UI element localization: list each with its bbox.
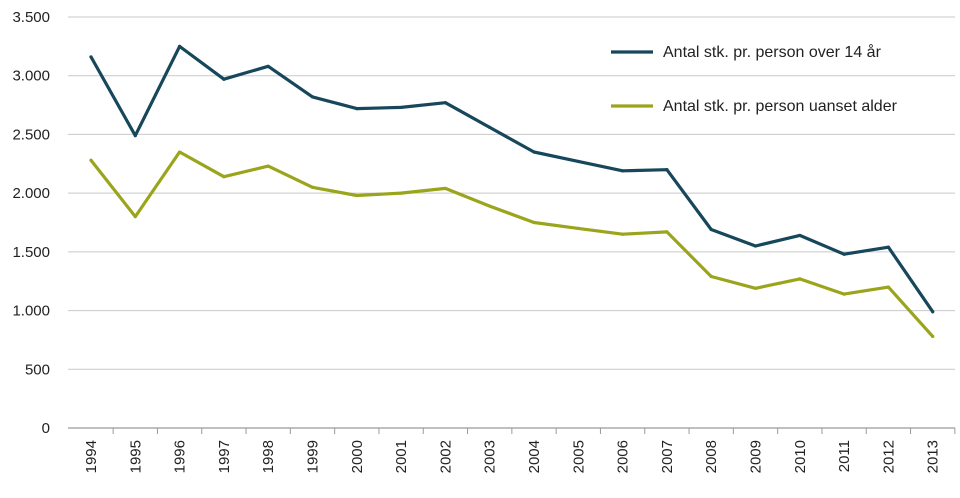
data-point xyxy=(488,204,492,208)
x-tick-label: 2004 xyxy=(526,440,543,473)
x-tick-label: 2012 xyxy=(880,440,897,473)
data-point xyxy=(355,193,359,198)
data-point xyxy=(576,159,580,164)
y-tick-label: 500 xyxy=(25,361,50,378)
x-tick-label: 2003 xyxy=(482,440,499,473)
series-line-1 xyxy=(89,44,935,314)
data-point xyxy=(266,164,270,168)
data-point xyxy=(665,230,669,234)
y-tick-label: 1.500 xyxy=(12,244,50,261)
legend: Antal stk. pr. person over 14 år Antal st… xyxy=(611,43,898,115)
x-tick-label: 2008 xyxy=(703,440,720,473)
x-tick-label: 1999 xyxy=(305,440,322,473)
data-point xyxy=(753,244,758,248)
data-point xyxy=(310,95,315,99)
x-tick-label: 2002 xyxy=(437,440,454,473)
data-point xyxy=(443,101,447,105)
data-point xyxy=(89,158,93,162)
x-tick-label: 2007 xyxy=(659,440,676,473)
data-point xyxy=(399,191,403,195)
y-tick-label: 2.500 xyxy=(12,126,50,143)
x-tick-label: 2011 xyxy=(836,440,853,472)
data-point xyxy=(709,274,713,279)
data-point xyxy=(886,285,891,289)
data-point xyxy=(89,55,93,59)
y-tick-label: 1.000 xyxy=(12,303,50,320)
data-point xyxy=(576,226,580,230)
data-point xyxy=(310,185,315,189)
series-line-2 xyxy=(89,150,935,338)
x-tick-label: 1997 xyxy=(216,440,233,473)
data-point xyxy=(266,64,270,68)
x-tick-label: 1995 xyxy=(127,440,144,473)
data-point xyxy=(178,44,182,48)
data-point xyxy=(133,134,137,138)
data-point xyxy=(842,252,846,256)
data-point xyxy=(133,215,137,219)
series-layer xyxy=(89,44,935,339)
data-point xyxy=(355,106,359,111)
data-point xyxy=(222,175,226,179)
x-tick-label: 2001 xyxy=(393,440,410,473)
data-point xyxy=(842,292,846,296)
grid-layer xyxy=(68,16,955,429)
data-point xyxy=(399,105,403,110)
data-point xyxy=(532,220,536,225)
data-point xyxy=(665,168,669,172)
x-tick-label: 1996 xyxy=(172,440,189,473)
data-point xyxy=(222,77,226,81)
x-tick-label: 1994 xyxy=(83,440,100,473)
data-point xyxy=(178,150,182,154)
data-point xyxy=(798,233,802,238)
x-tick-label: 2009 xyxy=(748,440,765,473)
y-axis-ticks: 0 500 1.000 1.500 2.000 2.500 3.000 3.500 xyxy=(12,9,50,437)
x-tick-label: 2013 xyxy=(925,440,942,473)
legend-label: Antal stk. pr. person uanset alder xyxy=(663,98,898,115)
data-point xyxy=(709,227,713,232)
y-tick-label: 0 xyxy=(42,420,50,437)
data-point xyxy=(443,186,447,191)
data-point xyxy=(931,310,935,314)
x-tick-label: 2006 xyxy=(615,440,632,473)
data-point xyxy=(886,245,891,249)
data-point xyxy=(621,232,625,236)
data-point xyxy=(753,286,758,290)
data-point xyxy=(798,277,802,281)
y-tick-label: 3.500 xyxy=(12,9,50,26)
x-tick-label: 2000 xyxy=(349,440,366,473)
x-tick-label: 1998 xyxy=(260,440,277,473)
x-tick-label: 2010 xyxy=(792,440,809,473)
legend-label: Antal stk. pr. person over 14 år xyxy=(663,43,882,61)
y-tick-label: 3.000 xyxy=(12,68,50,85)
data-point xyxy=(488,125,492,129)
data-point xyxy=(621,169,625,173)
data-point xyxy=(532,150,536,154)
y-tick-label: 2.000 xyxy=(12,185,50,202)
data-point xyxy=(931,334,935,339)
x-tick-label: 2005 xyxy=(570,440,587,473)
x-axis-ticks: 1994 1995 1996 1997 1998 1999 2000 2001 2002 2003… xyxy=(83,428,956,473)
